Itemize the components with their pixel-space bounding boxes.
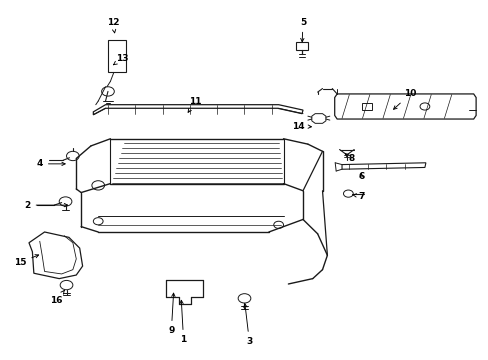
Text: 12: 12: [106, 18, 119, 33]
Text: 15: 15: [14, 255, 39, 267]
Text: 8: 8: [345, 154, 354, 163]
Text: 10: 10: [393, 89, 416, 109]
Bar: [108, 40, 125, 72]
Text: 2: 2: [24, 201, 67, 210]
Text: 5: 5: [299, 18, 305, 42]
Text: 4: 4: [37, 159, 65, 168]
Text: 14: 14: [291, 122, 311, 131]
Text: 11: 11: [188, 96, 202, 112]
Text: 9: 9: [168, 293, 175, 335]
Text: 3: 3: [243, 304, 252, 346]
Text: 6: 6: [358, 172, 364, 181]
Text: 7: 7: [352, 192, 364, 201]
Text: 1: 1: [180, 300, 186, 344]
Bar: [295, 42, 308, 50]
Text: 16: 16: [50, 291, 64, 305]
Text: 13: 13: [113, 54, 128, 65]
Bar: [361, 103, 371, 110]
